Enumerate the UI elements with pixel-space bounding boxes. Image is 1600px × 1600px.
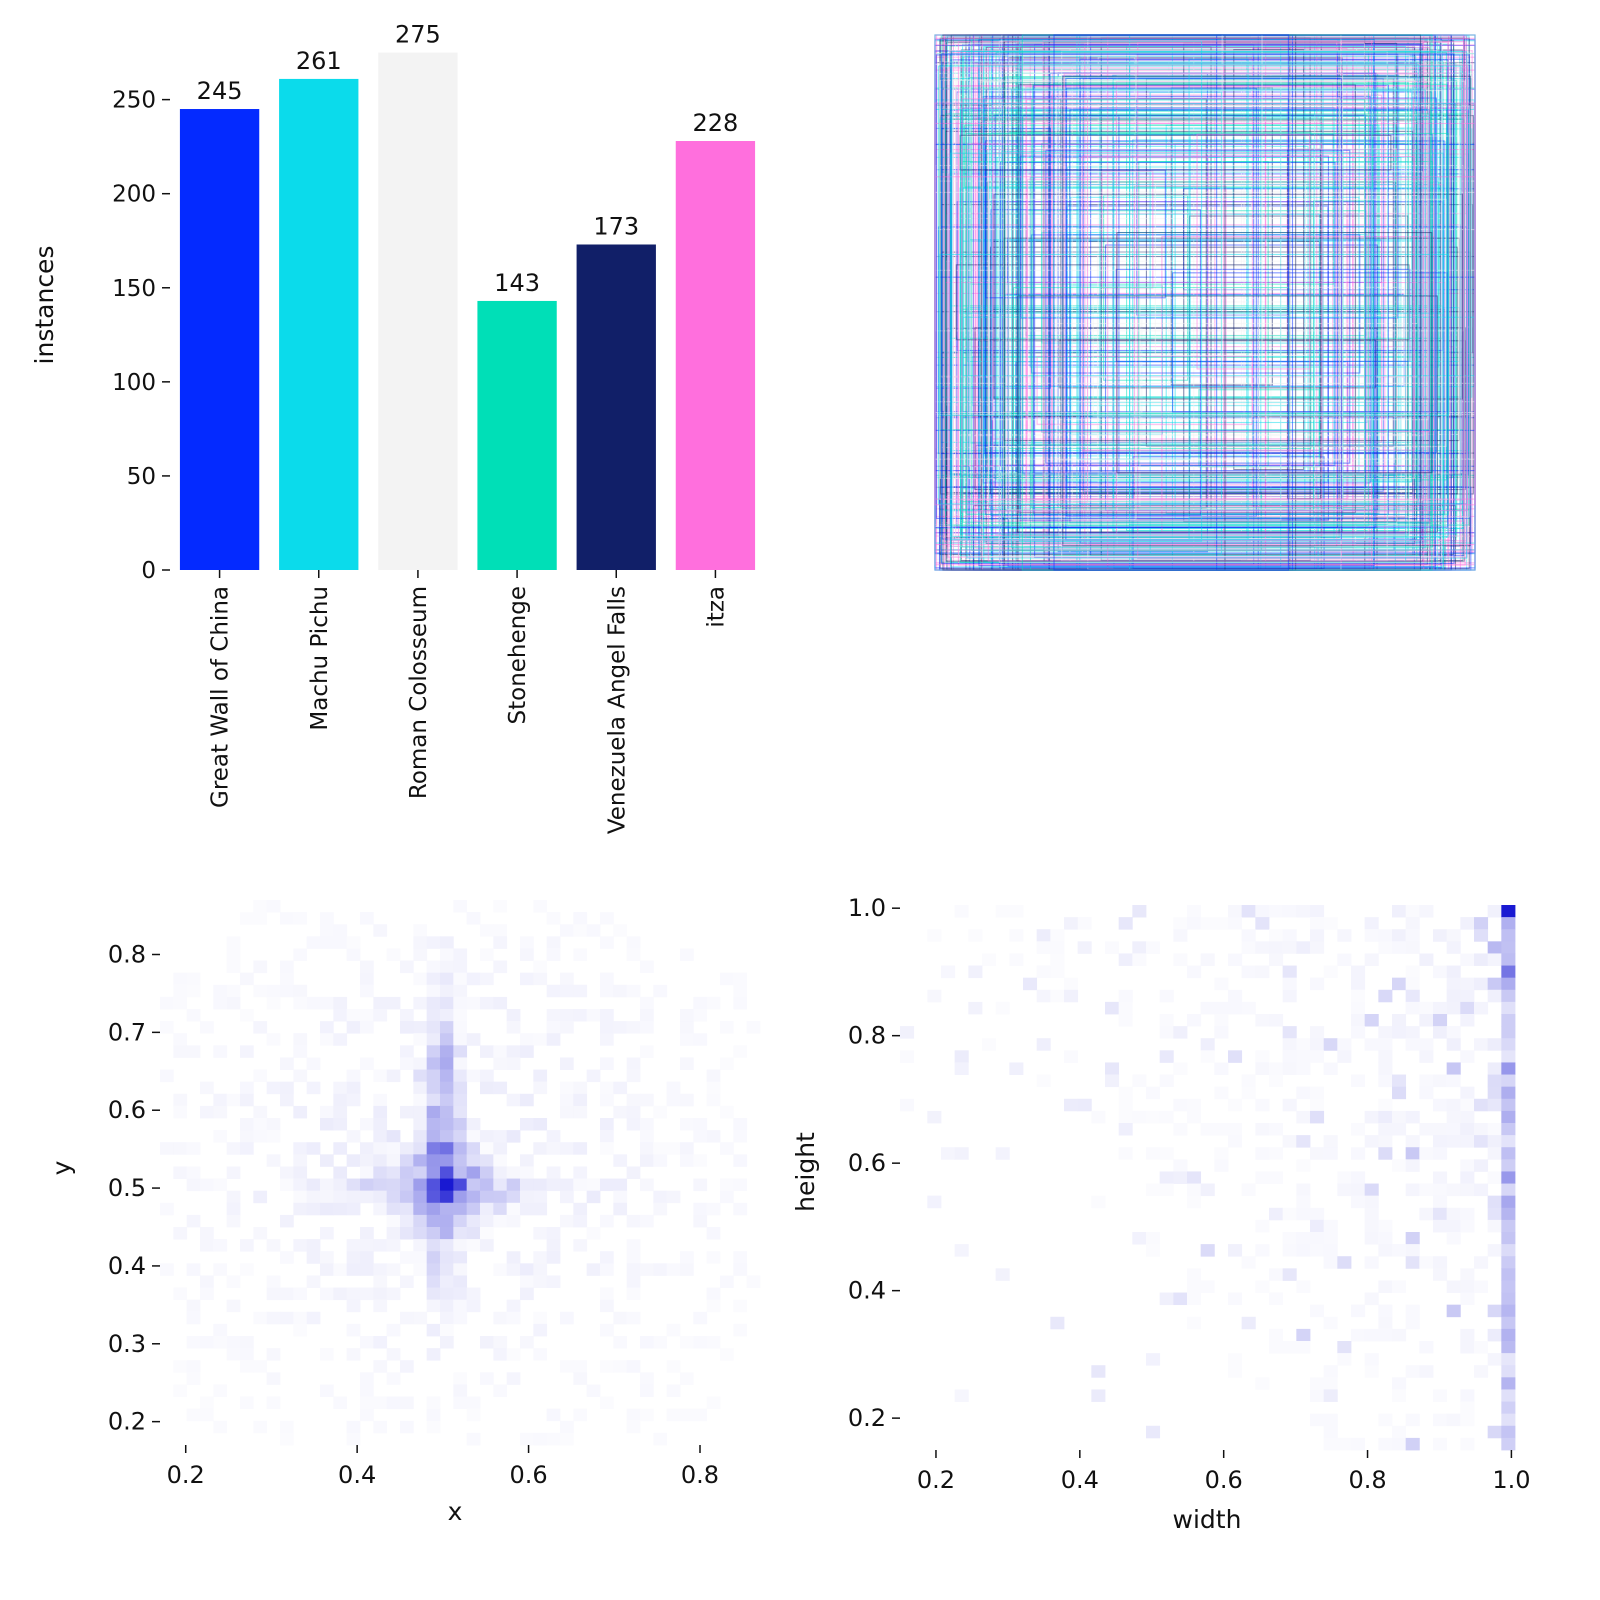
svg-text:150: 150	[112, 276, 156, 302]
svg-text:275: 275	[395, 21, 441, 49]
svg-text:Roman Colosseum: Roman Colosseum	[406, 586, 432, 799]
svg-text:1.0: 1.0	[848, 894, 886, 922]
bar-chart: 0 50 100 150 200 250 245 Great Wall of China 261…	[112, 21, 756, 834]
svg-text:228: 228	[693, 109, 739, 137]
svg-text:1.0: 1.0	[1492, 1466, 1530, 1494]
svg-text:0.4: 0.4	[338, 1461, 376, 1489]
svg-text:245: 245	[197, 77, 243, 105]
wh-heatmap-ylabel: height	[791, 1132, 820, 1212]
wh-heatmap-xlabel: width	[1172, 1505, 1242, 1534]
svg-text:50: 50	[127, 464, 156, 490]
svg-text:0.5: 0.5	[108, 1174, 146, 1202]
svg-text:0.2: 0.2	[848, 1404, 886, 1432]
bar-chart-ylabel: instances	[30, 245, 59, 365]
svg-text:0.7: 0.7	[108, 1018, 146, 1046]
svg-text:0.2: 0.2	[167, 1461, 205, 1489]
svg-text:0.8: 0.8	[108, 941, 146, 969]
xy-heatmap-xlabel: x	[447, 1497, 463, 1526]
svg-text:0.4: 0.4	[108, 1252, 146, 1280]
svg-text:itza: itza	[703, 586, 729, 628]
svg-text:Venezuela Angel Falls: Venezuela Angel Falls	[604, 586, 630, 834]
svg-text:0: 0	[141, 558, 156, 584]
svg-text:0.8: 0.8	[681, 1461, 719, 1489]
svg-text:0.6: 0.6	[108, 1096, 146, 1124]
xy-heatmap: 0.2 0.4 0.6 0.8 0.2 0.3 0.4 0.5 0.6 0.7 0.8	[108, 900, 761, 1489]
svg-text:261: 261	[296, 47, 342, 75]
svg-text:250: 250	[112, 88, 156, 114]
xy-heatmap-ylabel: y	[47, 1160, 76, 1176]
svg-text:100: 100	[112, 370, 156, 396]
boxes-overlay-chart	[934, 34, 1476, 571]
svg-text:0.6: 0.6	[1205, 1466, 1243, 1494]
svg-text:0.6: 0.6	[509, 1461, 547, 1489]
bar-0	[179, 109, 260, 571]
svg-text:Stonehenge: Stonehenge	[505, 586, 531, 724]
svg-text:173: 173	[593, 212, 639, 240]
svg-text:0.2: 0.2	[108, 1408, 146, 1436]
svg-text:0.8: 0.8	[1348, 1466, 1386, 1494]
bar-2	[378, 52, 458, 571]
bar-1	[279, 78, 359, 570]
wh-heatmap: 0.2 0.4 0.6 0.8 1.0 0.2 0.4 0.6 0.8 1.0	[848, 894, 1531, 1494]
svg-text:143: 143	[494, 269, 540, 297]
bar-4	[576, 244, 656, 571]
svg-text:0.4: 0.4	[1061, 1466, 1099, 1494]
bar-3	[477, 300, 557, 570]
svg-text:200: 200	[112, 182, 156, 208]
svg-text:0.4: 0.4	[848, 1277, 886, 1305]
svg-text:0.8: 0.8	[848, 1022, 886, 1050]
svg-text:Great Wall of China: Great Wall of China	[208, 586, 234, 808]
svg-text:0.6: 0.6	[848, 1149, 886, 1177]
svg-text:0.3: 0.3	[108, 1330, 146, 1358]
svg-text:0.2: 0.2	[917, 1466, 955, 1494]
bar-5	[675, 141, 756, 571]
svg-text:Machu Pichu: Machu Pichu	[307, 586, 333, 731]
